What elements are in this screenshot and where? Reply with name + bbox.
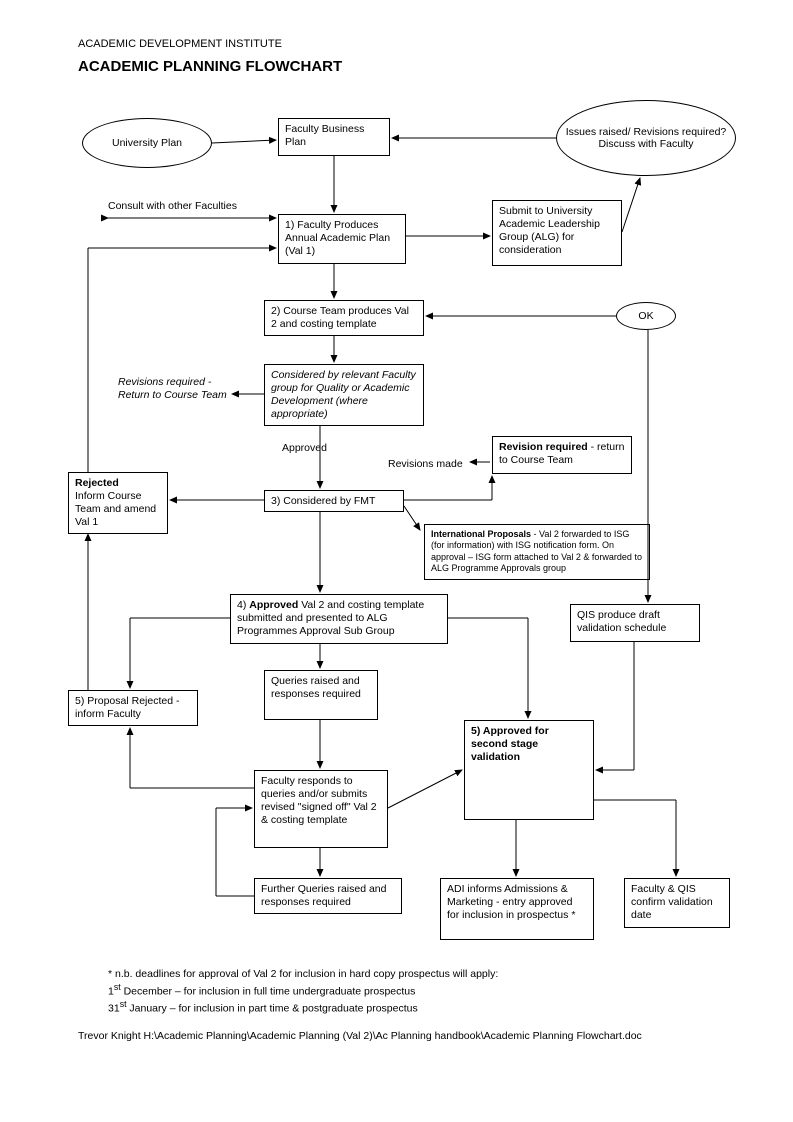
node-step5-approved: 5) Approved for second stage validation [464, 720, 594, 820]
step4-bold: Approved [249, 599, 298, 611]
footnote-1: * n.b. deadlines for approval of Val 2 f… [108, 968, 708, 982]
node-rejected: Rejected Inform Course Team and amend Va… [68, 472, 168, 534]
node-revision-required: Revision required - return to Course Tea… [492, 436, 632, 474]
queries-raised-label: Queries raised and responses required [271, 675, 361, 700]
adi-informs-label: ADI informs Admissions & Marketing - ent… [447, 883, 575, 921]
node-qis-draft: QIS produce draft validation schedule [570, 604, 700, 642]
node-considered-faculty-group: Considered by relevant Faculty group for… [264, 364, 424, 426]
step5-rejected-label: 5) Proposal Rejected - inform Faculty [75, 695, 179, 720]
file-path: Trevor Knight H:\Academic Planning\Acade… [78, 1030, 718, 1044]
considered-faculty-group-label: Considered by relevant Faculty group for… [271, 369, 416, 420]
issues-raised-label: Issues raised/ Revisions required? Discu… [561, 126, 731, 150]
institute-label: ACADEMIC DEVELOPMENT INSTITUTE [78, 38, 282, 50]
node-faculty-business-plan: Faculty Business Plan [278, 118, 390, 156]
node-step5-rejected: 5) Proposal Rejected - inform Faculty [68, 690, 198, 726]
node-adi-informs: ADI informs Admissions & Marketing - ent… [440, 878, 594, 940]
university-plan-label: University Plan [112, 137, 182, 149]
revisions-return-label: Revisions required - Return to Course Te… [118, 376, 238, 402]
footnote-block: * n.b. deadlines for approval of Val 2 f… [108, 968, 708, 1016]
node-queries-raised: Queries raised and responses required [264, 670, 378, 720]
ok-label: OK [638, 310, 653, 322]
node-step2: 2) Course Team produces Val 2 and costin… [264, 300, 424, 336]
footnote-3: 31st January – for inclusion in part tim… [108, 999, 708, 1016]
step1-label: 1) Faculty Produces Annual Academic Plan… [285, 219, 390, 257]
node-intl-proposals: International Proposals - Val 2 forwarde… [424, 524, 650, 580]
node-university-plan: University Plan [82, 118, 212, 168]
faculty-responds-label: Faculty responds to queries and/or submi… [261, 775, 377, 826]
step4-pre: 4) [237, 599, 249, 611]
node-faculty-qis: Faculty & QIS confirm validation date [624, 878, 730, 928]
rejected-rest: Inform Course Team and amend Val 1 [75, 490, 156, 528]
intl-proposals-bold: International Proposals [431, 529, 531, 539]
approved-label: Approved [282, 442, 327, 455]
node-step4: 4) Approved Val 2 and costing template s… [230, 594, 448, 644]
node-issues-raised: Issues raised/ Revisions required? Discu… [556, 100, 736, 176]
further-queries-label: Further Queries raised and responses req… [261, 883, 386, 908]
node-further-queries: Further Queries raised and responses req… [254, 878, 402, 914]
revisions-made-label: Revisions made [388, 458, 463, 471]
node-faculty-responds: Faculty responds to queries and/or submi… [254, 770, 388, 848]
footnote-2: 1st December – for inclusion in full tim… [108, 982, 708, 999]
rejected-bold: Rejected [75, 477, 119, 489]
faculty-qis-label: Faculty & QIS confirm validation date [631, 883, 713, 921]
node-ok: OK [616, 302, 676, 330]
faculty-business-plan-label: Faculty Business Plan [285, 123, 364, 148]
flowchart-page: ACADEMIC DEVELOPMENT INSTITUTE ACADEMIC … [0, 0, 793, 1122]
consult-faculties-label: Consult with other Faculties [108, 200, 237, 213]
submit-alg-label: Submit to University Academic Leadership… [499, 205, 600, 256]
page-title: ACADEMIC PLANNING FLOWCHART [78, 58, 342, 75]
node-step3: 3) Considered by FMT [264, 490, 404, 512]
qis-draft-label: QIS produce draft validation schedule [577, 609, 666, 634]
node-submit-alg: Submit to University Academic Leadership… [492, 200, 622, 266]
node-step1: 1) Faculty Produces Annual Academic Plan… [278, 214, 406, 264]
step3-label: 3) Considered by FMT [271, 495, 375, 507]
revision-required-bold: Revision required [499, 441, 588, 453]
step2-label: 2) Course Team produces Val 2 and costin… [271, 305, 409, 330]
step5-approved-label: 5) Approved for second stage validation [471, 725, 549, 763]
